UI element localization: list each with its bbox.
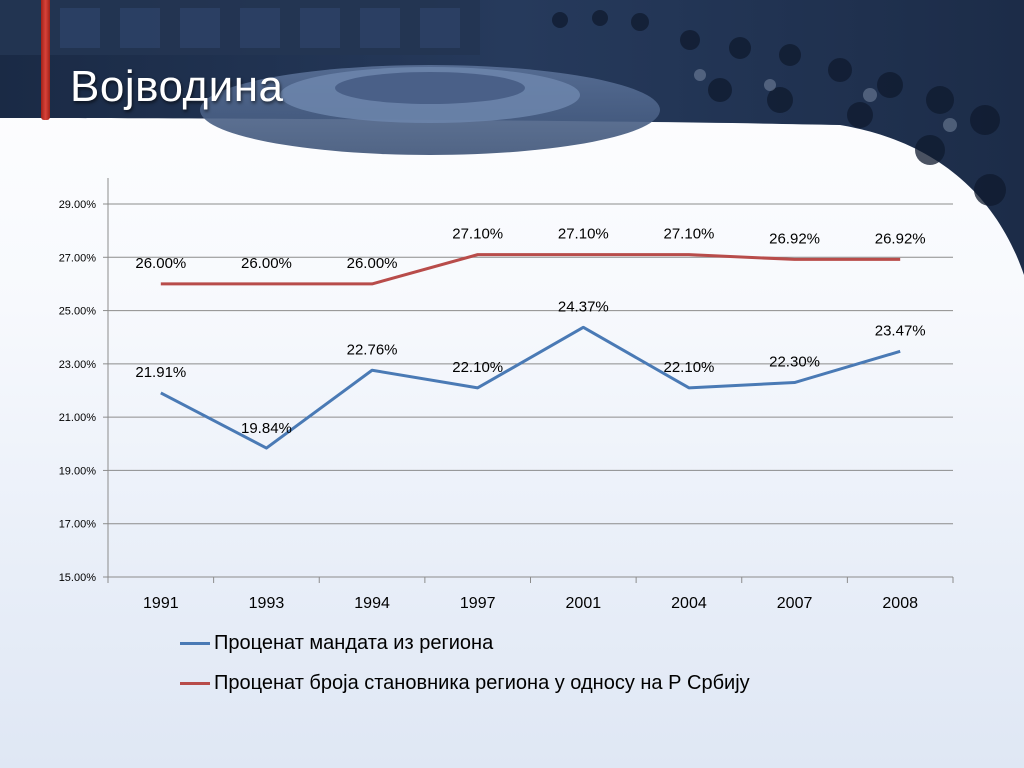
y-tick-label: 17.00%: [59, 519, 97, 531]
x-tick-label: 1997: [460, 595, 496, 612]
series-line-1: [160, 325, 901, 450]
x-tick-label: 2007: [777, 595, 813, 612]
data-label: 19.84%: [241, 420, 292, 437]
legend-swatch-series-2: [180, 681, 210, 685]
x-tick-label: 1993: [249, 595, 285, 612]
legend: Проценат мандата из региона Проценат бро…: [180, 628, 750, 708]
data-label: 27.10%: [558, 226, 609, 243]
y-tick-label: 27.00%: [59, 252, 97, 264]
slide-title: Војводина: [70, 62, 284, 111]
y-tick-label: 15.00%: [59, 572, 97, 584]
y-axis-ticks: 15.00% 17.00% 19.00% 21.00% 23.00% 25.00% 27.0…: [59, 199, 97, 584]
data-label: 27.10%: [664, 226, 715, 243]
series-line-2: [160, 253, 901, 286]
data-label: 21.91%: [135, 364, 186, 381]
gridlines: [108, 203, 953, 578]
x-axis-ticks: 1991 1993 1994 1997 2001 2004 2007 2008: [143, 595, 918, 612]
accent-bar: [41, 0, 50, 120]
legend-item-series-2: Проценат броја становника региона у одно…: [180, 668, 750, 698]
legend-label-series-2: Проценат броја становника региона у одно…: [214, 671, 750, 694]
data-label: 22.30%: [769, 354, 820, 371]
data-labels: 21.91% 19.84% 22.76% 22.10% 24.37% 22.10% 22.3…: [135, 226, 925, 437]
legend-label-series-1: Проценат мандата из региона: [214, 631, 494, 654]
data-label: 26.00%: [347, 255, 398, 272]
data-label: 22.76%: [347, 341, 398, 358]
data-label: 22.10%: [452, 359, 503, 376]
data-label: 26.92%: [769, 230, 820, 247]
data-label: 23.47%: [875, 322, 926, 339]
data-label: 26.00%: [135, 255, 186, 272]
x-tick-label: 2004: [671, 595, 707, 612]
legend-item-series-1: Проценат мандата из региона: [180, 628, 750, 658]
y-tick-label: 23.00%: [59, 359, 97, 371]
x-tick-label: 1994: [354, 595, 390, 612]
x-tick-label: 2008: [882, 595, 918, 612]
series-lines: [160, 253, 901, 450]
data-label: 24.37%: [558, 298, 609, 315]
legend-swatch-series-1: [180, 641, 210, 645]
y-tick-label: 29.00%: [59, 199, 97, 211]
axes: [103, 178, 954, 583]
data-label: 27.10%: [452, 226, 503, 243]
x-tick-label: 2001: [566, 595, 602, 612]
y-tick-label: 21.00%: [59, 412, 97, 424]
data-label: 26.00%: [241, 255, 292, 272]
x-tick-label: 1991: [143, 595, 179, 612]
y-tick-label: 19.00%: [59, 465, 97, 477]
data-label: 26.92%: [875, 230, 926, 247]
y-tick-label: 25.00%: [59, 306, 97, 318]
data-label: 22.10%: [664, 359, 715, 376]
